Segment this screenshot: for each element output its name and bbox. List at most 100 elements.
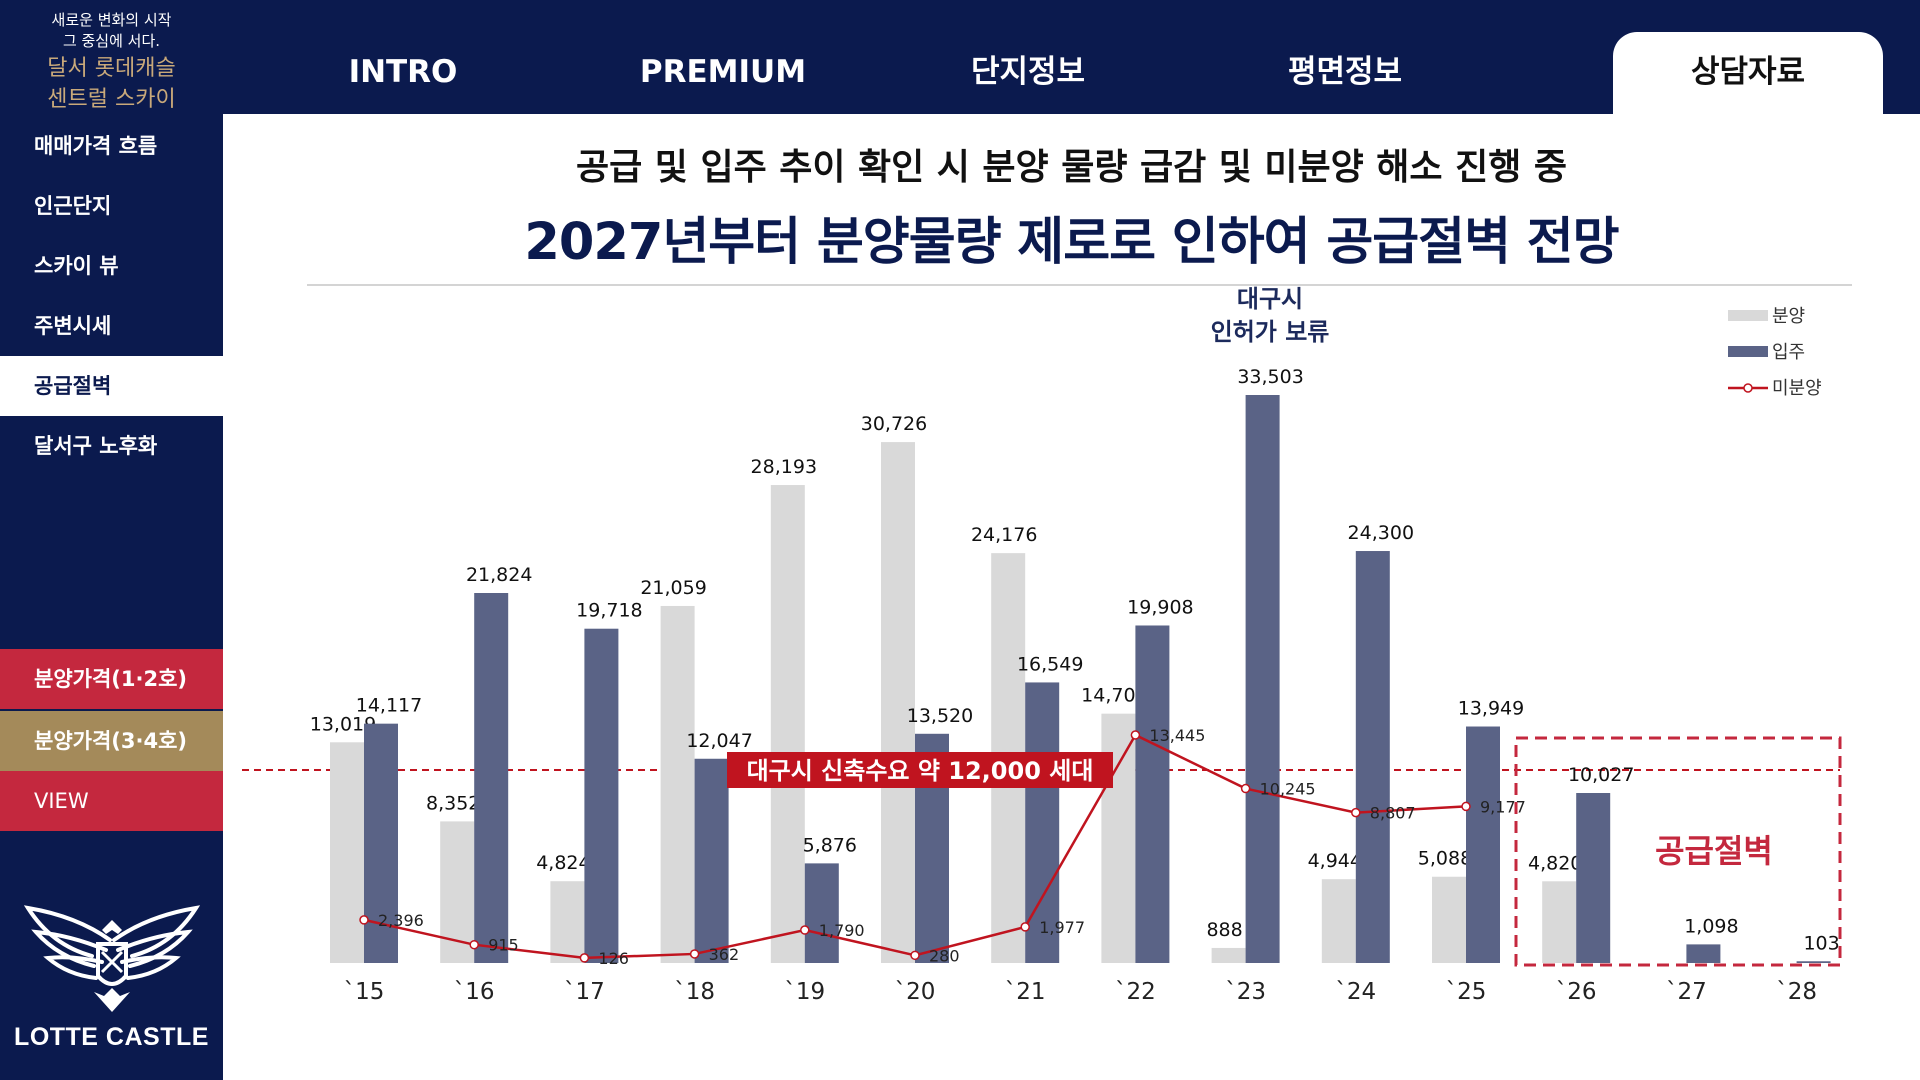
label-movein-11: 10,027: [1568, 764, 1634, 786]
bar-supply-2: [550, 881, 585, 963]
label-supply-1: 8,352: [426, 792, 480, 814]
sidebar-item-market-price[interactable]: 주변시세: [34, 314, 112, 338]
page-subtitle: 공급 및 입주 추이 확인 시 분양 물량 급감 및 미분양 해소 진행 중: [576, 147, 1567, 188]
bar-movein-3: [694, 758, 729, 963]
bar-supply-4: [770, 485, 805, 963]
tick-label-3: `18: [674, 979, 715, 1005]
legend-label-movein: 입주: [1772, 342, 1805, 363]
brand-title-1: 달서 롯데캐슬: [47, 56, 176, 81]
bar-movein-12: [1686, 944, 1721, 963]
bar-supply-3: [660, 605, 695, 963]
bar-movein-1: [474, 593, 509, 963]
legend-label-unsold: 미분양: [1772, 378, 1822, 399]
bar-supply-6: [991, 553, 1026, 963]
view-button[interactable]: VIEW: [0, 771, 223, 831]
unsold-line: [363, 733, 1467, 960]
label-movein-7: 19,908: [1127, 596, 1193, 618]
label-unsold-7: 13,445: [1149, 726, 1205, 745]
label-supply-8: 888: [1206, 919, 1242, 941]
bar-movein-0: [364, 723, 398, 963]
bar-supply-8: [1211, 947, 1246, 963]
price-1-2-button[interactable]: 분양가격(1·2호): [0, 649, 223, 709]
label-movein-5: 13,520: [907, 705, 973, 727]
tick-label-2: `17: [564, 979, 605, 1005]
sidebar-item-aging[interactable]: 달서구 노후화: [34, 434, 158, 458]
label-movein-10: 13,949: [1458, 698, 1524, 720]
label-unsold-6: 1,977: [1039, 918, 1085, 937]
tab-intro[interactable]: INTRO: [348, 54, 458, 90]
bar-movein-7: [1135, 625, 1170, 963]
sidebar-item-price-trend[interactable]: 매매가격 흐름: [34, 134, 158, 158]
unsold-point-5: [910, 950, 920, 961]
lotte-castle-logo: LOTTE CASTLE: [0, 900, 223, 1052]
label-movein-6: 16,549: [1017, 653, 1083, 675]
label-supply-0: 13,019: [310, 713, 376, 735]
label-supply-6: 24,176: [971, 524, 1037, 546]
tick-label-10: `25: [1446, 979, 1487, 1005]
unsold-point-8: [1240, 783, 1251, 794]
label-unsold-8: 10,245: [1260, 780, 1316, 799]
unsold-point-3: [689, 949, 700, 959]
tab-floor-plan[interactable]: 평면정보: [1287, 54, 1403, 90]
bar-movein-11: [1576, 793, 1611, 963]
tab-complex-info[interactable]: 단지정보: [970, 54, 1086, 90]
unsold-point-7: [1130, 730, 1141, 740]
tick-label-7: `22: [1115, 979, 1156, 1005]
label-unsold-5: 280: [929, 946, 960, 965]
tick-label-8: `23: [1225, 979, 1266, 1005]
tab-consulting[interactable]: 상담자료: [1613, 32, 1883, 114]
label-supply-4: 28,193: [751, 456, 817, 478]
unsold-point-0: [359, 915, 369, 925]
eagle-icon: [23, 905, 200, 1012]
tick-label-6: `21: [1005, 979, 1046, 1005]
label-movein-4: 5,876: [803, 834, 857, 856]
label-unsold-2: 126: [598, 949, 629, 968]
label-movein-12: 1,098: [1684, 915, 1738, 937]
tick-label-11: `26: [1556, 979, 1597, 1005]
label-supply-2: 4,824: [536, 852, 590, 874]
divider: [307, 284, 1852, 286]
sidebar-item-sky-view[interactable]: 스카이 뷰: [34, 254, 119, 278]
brand-block: 새로운 변화의 시작 그 중심에 서다. 달서 롯데캐슬 센트럴 스카이: [0, 10, 223, 114]
label-supply-11: 4,820: [1528, 852, 1582, 874]
label-unsold-10: 9,177: [1480, 797, 1526, 816]
unsold-point-2: [579, 953, 590, 963]
bar-supply-0: [330, 742, 364, 963]
label-movein-13: 103: [1803, 932, 1839, 954]
label-supply-3: 21,059: [640, 577, 706, 599]
unsold-point-10: [1461, 801, 1471, 812]
label-supply-10: 5,088: [1418, 848, 1472, 870]
tab-premium[interactable]: PREMIUM: [639, 54, 807, 90]
bar-supply-10: [1432, 876, 1466, 963]
bar-movein-10: [1466, 726, 1500, 963]
label-supply-5: 30,726: [861, 413, 927, 435]
brand-tagline-1: 새로운 변화의 시작: [51, 11, 172, 29]
legend-label-supply: 분양: [1772, 306, 1805, 327]
supply-cliff-label: 공급절벽: [1655, 832, 1773, 870]
label-supply-7: 14,706: [1081, 685, 1147, 707]
bar-supply-1: [440, 821, 475, 963]
label-movein-8: 33,503: [1237, 366, 1303, 388]
sidebar-item-nearby[interactable]: 인근단지: [34, 194, 112, 218]
bar-movein-8: [1245, 395, 1280, 963]
legend-swatch-movein: [1728, 346, 1768, 357]
label-movein-0: 14,117: [356, 695, 422, 717]
price-3-4-button[interactable]: 분양가격(3·4호): [0, 711, 223, 771]
label-movein-9: 24,300: [1348, 522, 1414, 544]
label-movein-2: 19,718: [576, 600, 642, 622]
sidebar-item-supply-cliff[interactable]: 공급절벽: [0, 356, 223, 416]
bar-supply-11: [1542, 881, 1577, 963]
unsold-point-6: [1020, 922, 1030, 932]
tick-label-4: `19: [784, 979, 825, 1005]
tick-label-9: `24: [1335, 979, 1376, 1005]
annotation-hold-1: 대구시: [1237, 285, 1303, 313]
sidebar: 새로운 변화의 시작 그 중심에 서다. 달서 롯데캐슬 센트럴 스카이 매매가…: [0, 0, 223, 1080]
label-supply-9: 4,944: [1308, 850, 1362, 872]
bar-supply-7: [1101, 713, 1136, 963]
label-movein-1: 21,824: [466, 564, 532, 586]
legend-swatch-supply: [1728, 310, 1768, 321]
bar-movein-9: [1355, 551, 1390, 963]
tick-label-5: `20: [895, 979, 936, 1005]
legend-marker-unsold: [1743, 383, 1753, 393]
bar-movein-6: [1025, 682, 1060, 963]
